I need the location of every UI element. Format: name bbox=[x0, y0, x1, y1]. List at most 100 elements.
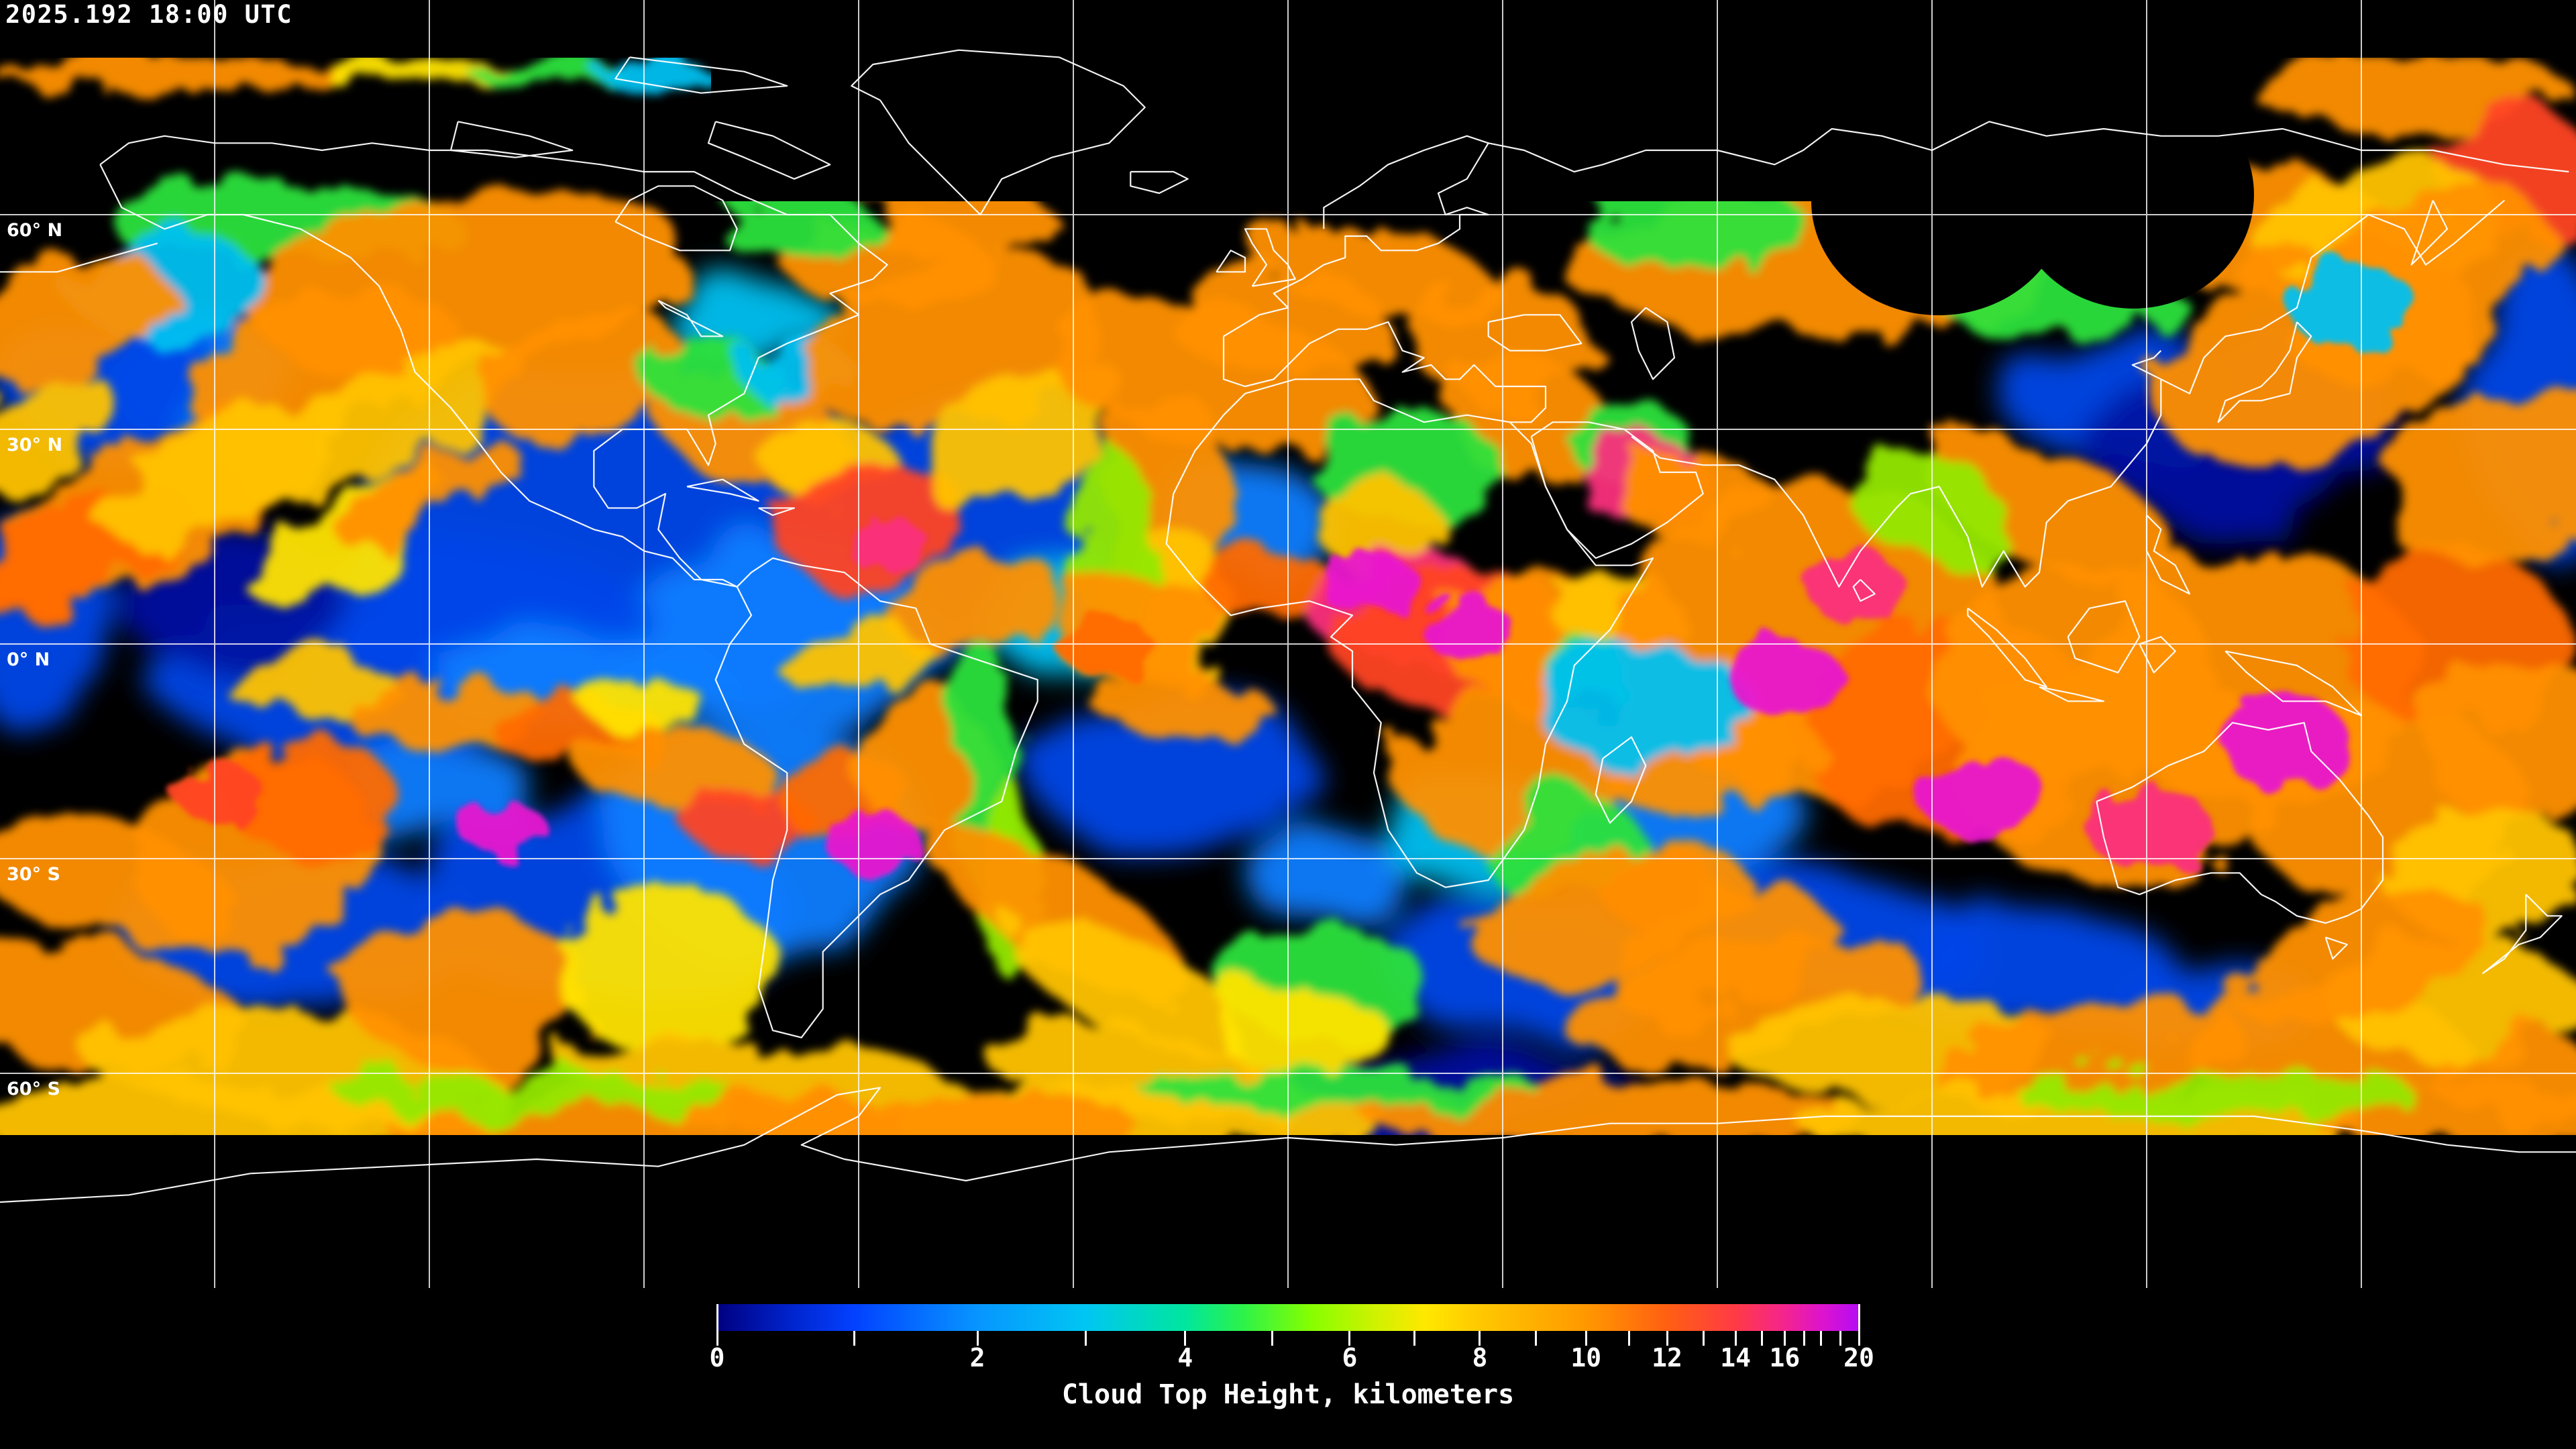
cloud-blob bbox=[349, 916, 590, 1070]
coastlines bbox=[0, 49, 2576, 1203]
latitude-label: 30° N bbox=[7, 435, 63, 455]
cloud-blob bbox=[825, 810, 919, 874]
coastline-borneo bbox=[2067, 600, 2141, 674]
colorbar-tick bbox=[1184, 1331, 1187, 1346]
latitude-label: 60° N bbox=[7, 220, 63, 241]
coastline-kamchatka bbox=[2410, 200, 2449, 266]
colorbar-tick bbox=[976, 1331, 979, 1346]
colorbar-tick bbox=[1734, 1331, 1737, 1346]
cloud-blob bbox=[0, 55, 356, 90]
cloud-blob bbox=[2422, 657, 2576, 825]
colorbar-tick-label: 14 bbox=[1720, 1343, 1752, 1373]
cloud-blob bbox=[1093, 671, 1268, 738]
coastline-iceland bbox=[1130, 170, 1189, 195]
cloud-blob bbox=[2220, 693, 2348, 790]
cloud-blob bbox=[2254, 54, 2576, 134]
cloud-blob bbox=[0, 248, 164, 383]
colorbar-tick-label: 10 bbox=[1570, 1343, 1602, 1373]
cloud-blob bbox=[1841, 444, 2010, 562]
coastline-hispaniola bbox=[758, 507, 796, 517]
colorbar-tick bbox=[1585, 1331, 1587, 1346]
coastline-south-america bbox=[714, 557, 1038, 1038]
cloud-blob bbox=[557, 896, 785, 1050]
colorbar-tick bbox=[853, 1331, 855, 1346]
colorbar-title: Cloud Top Height, kilometers bbox=[1061, 1379, 1515, 1410]
cloud-blob bbox=[2012, 1073, 2415, 1114]
coastline-great-lakes bbox=[657, 300, 724, 337]
coastline-new-zealand bbox=[2482, 894, 2563, 974]
cloud-blob bbox=[470, 58, 631, 93]
coastline-baffin bbox=[707, 121, 831, 180]
colorbar-tick bbox=[1271, 1331, 1273, 1346]
colorbar-tick bbox=[1839, 1331, 1842, 1346]
coastline-ireland bbox=[1216, 250, 1246, 273]
coastline-cuba bbox=[686, 478, 759, 502]
global-cloud-map: 2025.192 18:00 UTC 60° N 30° N 0° N 30° S 60… bbox=[0, 0, 2576, 1288]
coastline-philippines bbox=[2145, 515, 2191, 595]
cloud-blob bbox=[890, 555, 1056, 652]
coastline-new-guinea bbox=[2224, 650, 2363, 716]
cloud-blob bbox=[1727, 639, 1841, 716]
cloud-blob bbox=[0, 374, 120, 498]
colorbar: 0 2 4 6 8 10 12 14 16 20 Cloud Top Height, kilome… bbox=[0, 1288, 2576, 1449]
cloud-blob bbox=[0, 812, 238, 945]
cloud-blob bbox=[2379, 386, 2576, 567]
colorbar-tick bbox=[1760, 1331, 1763, 1346]
cloud-blob bbox=[178, 765, 265, 825]
coastline-scandinavia bbox=[1323, 135, 1489, 229]
cloud-blob bbox=[1318, 551, 1419, 616]
coastline-australia bbox=[2096, 722, 2384, 924]
timestamp-label: 2025.192 18:00 UTC bbox=[5, 0, 292, 29]
colorbar-tick bbox=[1479, 1331, 1481, 1346]
cloud-blob bbox=[1033, 684, 1315, 859]
colorbar-tick-label: 20 bbox=[1843, 1343, 1874, 1373]
coastline-madagascar bbox=[1595, 736, 1647, 824]
cloud-blob bbox=[1010, 917, 1244, 1055]
coastline-java bbox=[2039, 686, 2105, 702]
coastline-aleutians bbox=[0, 242, 158, 273]
coastline-iberia-med bbox=[1222, 321, 1547, 423]
coastline-black-sea bbox=[1487, 314, 1582, 352]
coastline-hudson bbox=[614, 185, 738, 252]
coastline-sumatra bbox=[1967, 607, 2047, 688]
colorbar-tick bbox=[1348, 1331, 1351, 1346]
colorbar-tick-label: 16 bbox=[1769, 1343, 1801, 1373]
colorbar-tick-label: 12 bbox=[1652, 1343, 1682, 1373]
swath-gap bbox=[1811, 87, 2066, 315]
cloud-blob bbox=[1923, 431, 2183, 589]
coastline-europe-siberia bbox=[1223, 121, 2569, 337]
coastline-tasmania bbox=[2324, 936, 2348, 960]
cloud-blob bbox=[1919, 753, 2046, 837]
cloud-blob bbox=[1060, 619, 1154, 676]
cloud-blob bbox=[849, 519, 929, 575]
cloud-blob bbox=[221, 738, 396, 852]
cloud-blob bbox=[460, 802, 547, 855]
cloud-blob bbox=[1472, 846, 1748, 979]
colorbar-tick bbox=[1085, 1331, 1087, 1346]
coastline-caspian bbox=[1630, 307, 1676, 380]
cloud-blob bbox=[1261, 825, 1409, 946]
colorbar-tick bbox=[716, 1304, 718, 1346]
colorbar-tick bbox=[1628, 1331, 1631, 1346]
coastline-na-east bbox=[99, 135, 888, 588]
cloud-blob bbox=[1251, 212, 1499, 325]
cloud-blob bbox=[711, 188, 872, 255]
cloud-blob bbox=[1214, 989, 1389, 1077]
cloud-blob bbox=[1807, 552, 1903, 622]
latitude-label: 0° N bbox=[7, 649, 50, 670]
coastline-japan bbox=[2217, 321, 2312, 423]
colorbar-tick bbox=[1413, 1331, 1416, 1346]
swath-gap bbox=[2012, 80, 2254, 309]
cloud-blob bbox=[486, 307, 681, 445]
colorbar-tick-label: 4 bbox=[1177, 1343, 1193, 1373]
coastline-east-asia bbox=[2131, 199, 2506, 394]
colorbar-tick-label: 2 bbox=[969, 1343, 985, 1373]
colorbar-tick bbox=[1703, 1331, 1705, 1346]
cloud-blob bbox=[1422, 595, 1509, 659]
coastline-na-west bbox=[99, 164, 738, 588]
cloud-blob bbox=[597, 59, 718, 91]
colorbar-tick-label: 0 bbox=[709, 1343, 725, 1373]
coastline-sulawesi bbox=[2139, 636, 2176, 674]
cloud-blob bbox=[335, 1073, 738, 1114]
